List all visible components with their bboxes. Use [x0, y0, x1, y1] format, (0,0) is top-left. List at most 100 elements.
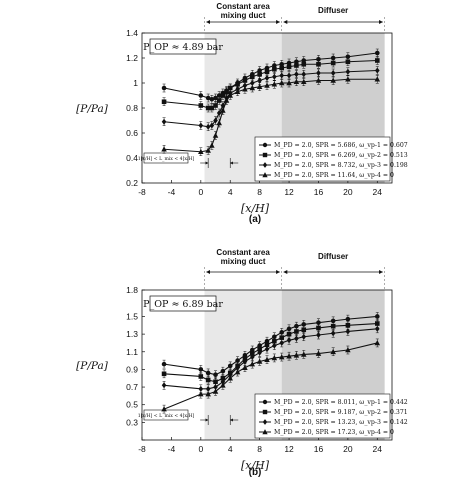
- y-tick-label: 1.8: [126, 285, 138, 295]
- data-point: [235, 364, 240, 371]
- data-point: [278, 354, 285, 360]
- x-tick-label: 8: [257, 444, 262, 454]
- lmix-label: 1[x/H] < L_mix < 4[x/H]: [138, 413, 195, 419]
- data-point: [374, 50, 380, 56]
- pop-box: [149, 38, 217, 55]
- pop-label: P_OP ≈ 6.89 bar: [143, 299, 223, 310]
- data-point: [271, 354, 278, 361]
- y-tick-label: 0.3: [126, 417, 138, 427]
- data-point: [301, 333, 307, 340]
- data-point: [278, 80, 285, 86]
- data-point: [249, 361, 256, 367]
- data-point: [224, 89, 229, 95]
- data-point: [198, 148, 204, 155]
- legend-marker: [262, 399, 268, 405]
- data-point: [209, 105, 215, 111]
- data-point: [374, 321, 380, 326]
- legend-marker: [262, 162, 268, 168]
- data-point: [205, 147, 211, 153]
- data-point: [345, 316, 351, 322]
- data-point: [234, 88, 241, 95]
- data-point: [316, 325, 321, 331]
- data-point: [227, 85, 233, 91]
- data-point: [227, 375, 233, 381]
- data-point: [256, 83, 263, 90]
- data-point: [301, 78, 307, 85]
- legend-entry: M_PD = 2.0, SPR = 8.011, ω_vp-1 = 0.442: [274, 399, 408, 406]
- data-point: [198, 122, 204, 129]
- x-tick-label: 0: [198, 444, 203, 454]
- legend-marker: [262, 172, 268, 178]
- data-point: [198, 103, 204, 108]
- x-tick-label: 4: [228, 444, 233, 454]
- data-point: [242, 364, 248, 370]
- data-point: [345, 347, 351, 353]
- data-point: [227, 92, 233, 98]
- data-point: [301, 327, 307, 333]
- data-point: [213, 103, 218, 108]
- data-point: [161, 85, 167, 91]
- y-tick-label: 0.8: [126, 103, 138, 113]
- y-tick-label: 0.5: [126, 400, 138, 410]
- data-point: [316, 332, 321, 338]
- data-point: [161, 382, 167, 389]
- y-tick-label: 0.4: [126, 153, 138, 163]
- data-point: [374, 67, 380, 74]
- data-point: [374, 314, 380, 319]
- y-tick-label: 0.2: [126, 178, 138, 188]
- chart-panel-2: [141, 267, 393, 441]
- data-point: [205, 123, 211, 130]
- data-point: [205, 95, 211, 101]
- plot-frame: [141, 289, 393, 441]
- legend-entry: M_PD = 2.0, SPR = 6.269, ω_vp-2 = 0.513: [274, 152, 408, 159]
- y-tick-label: 0.9: [126, 364, 138, 374]
- data-point: [374, 325, 380, 332]
- x-tick-label: 8: [257, 187, 262, 197]
- data-point: [198, 391, 204, 397]
- y-axis-label: [P/Pa]: [76, 360, 109, 372]
- data-point: [249, 74, 255, 80]
- data-point: [286, 353, 292, 359]
- data-point: [345, 76, 351, 82]
- x-axis-label: [x/H]: [241, 459, 270, 472]
- legend-marker: [262, 409, 268, 415]
- data-point: [272, 342, 277, 349]
- legend-entry: M_PD = 2.0, SPR = 13.23, ω_vp-3 = 0.142: [274, 419, 408, 426]
- data-point: [272, 334, 277, 340]
- panel-caption: (b): [249, 467, 262, 478]
- data-point: [249, 354, 255, 361]
- chart-panel-1: [141, 17, 393, 184]
- data-point: [345, 68, 351, 75]
- data-point: [315, 77, 322, 83]
- data-point: [272, 338, 277, 344]
- region-label: mixing duct: [221, 11, 266, 20]
- data-point: [271, 81, 278, 87]
- data-point: [209, 142, 215, 148]
- data-point: [316, 61, 321, 67]
- region-label: Diffuser: [318, 6, 348, 15]
- data-point: [294, 329, 299, 334]
- data-point: [272, 66, 277, 72]
- data-point: [257, 71, 262, 77]
- data-point: [279, 65, 285, 71]
- data-point: [264, 75, 270, 81]
- data-point: [272, 73, 277, 80]
- data-point: [257, 349, 262, 356]
- x-tick-label: 16: [314, 444, 324, 454]
- data-point: [264, 356, 270, 363]
- y-tick-label: 0.7: [126, 382, 138, 392]
- data-point: [264, 342, 270, 348]
- data-point: [205, 377, 211, 383]
- data-point: [330, 70, 336, 76]
- legend-box: [254, 136, 391, 182]
- region-label: Diffuser: [318, 252, 348, 261]
- data-point: [205, 370, 211, 376]
- data-point: [279, 335, 285, 340]
- y-axis-label: [P/Pa]: [76, 103, 109, 115]
- data-point: [345, 322, 351, 328]
- data-point: [213, 372, 218, 378]
- x-tick-label: 0: [198, 187, 203, 197]
- data-point: [345, 59, 351, 65]
- data-point: [205, 385, 211, 392]
- data-point: [286, 80, 292, 86]
